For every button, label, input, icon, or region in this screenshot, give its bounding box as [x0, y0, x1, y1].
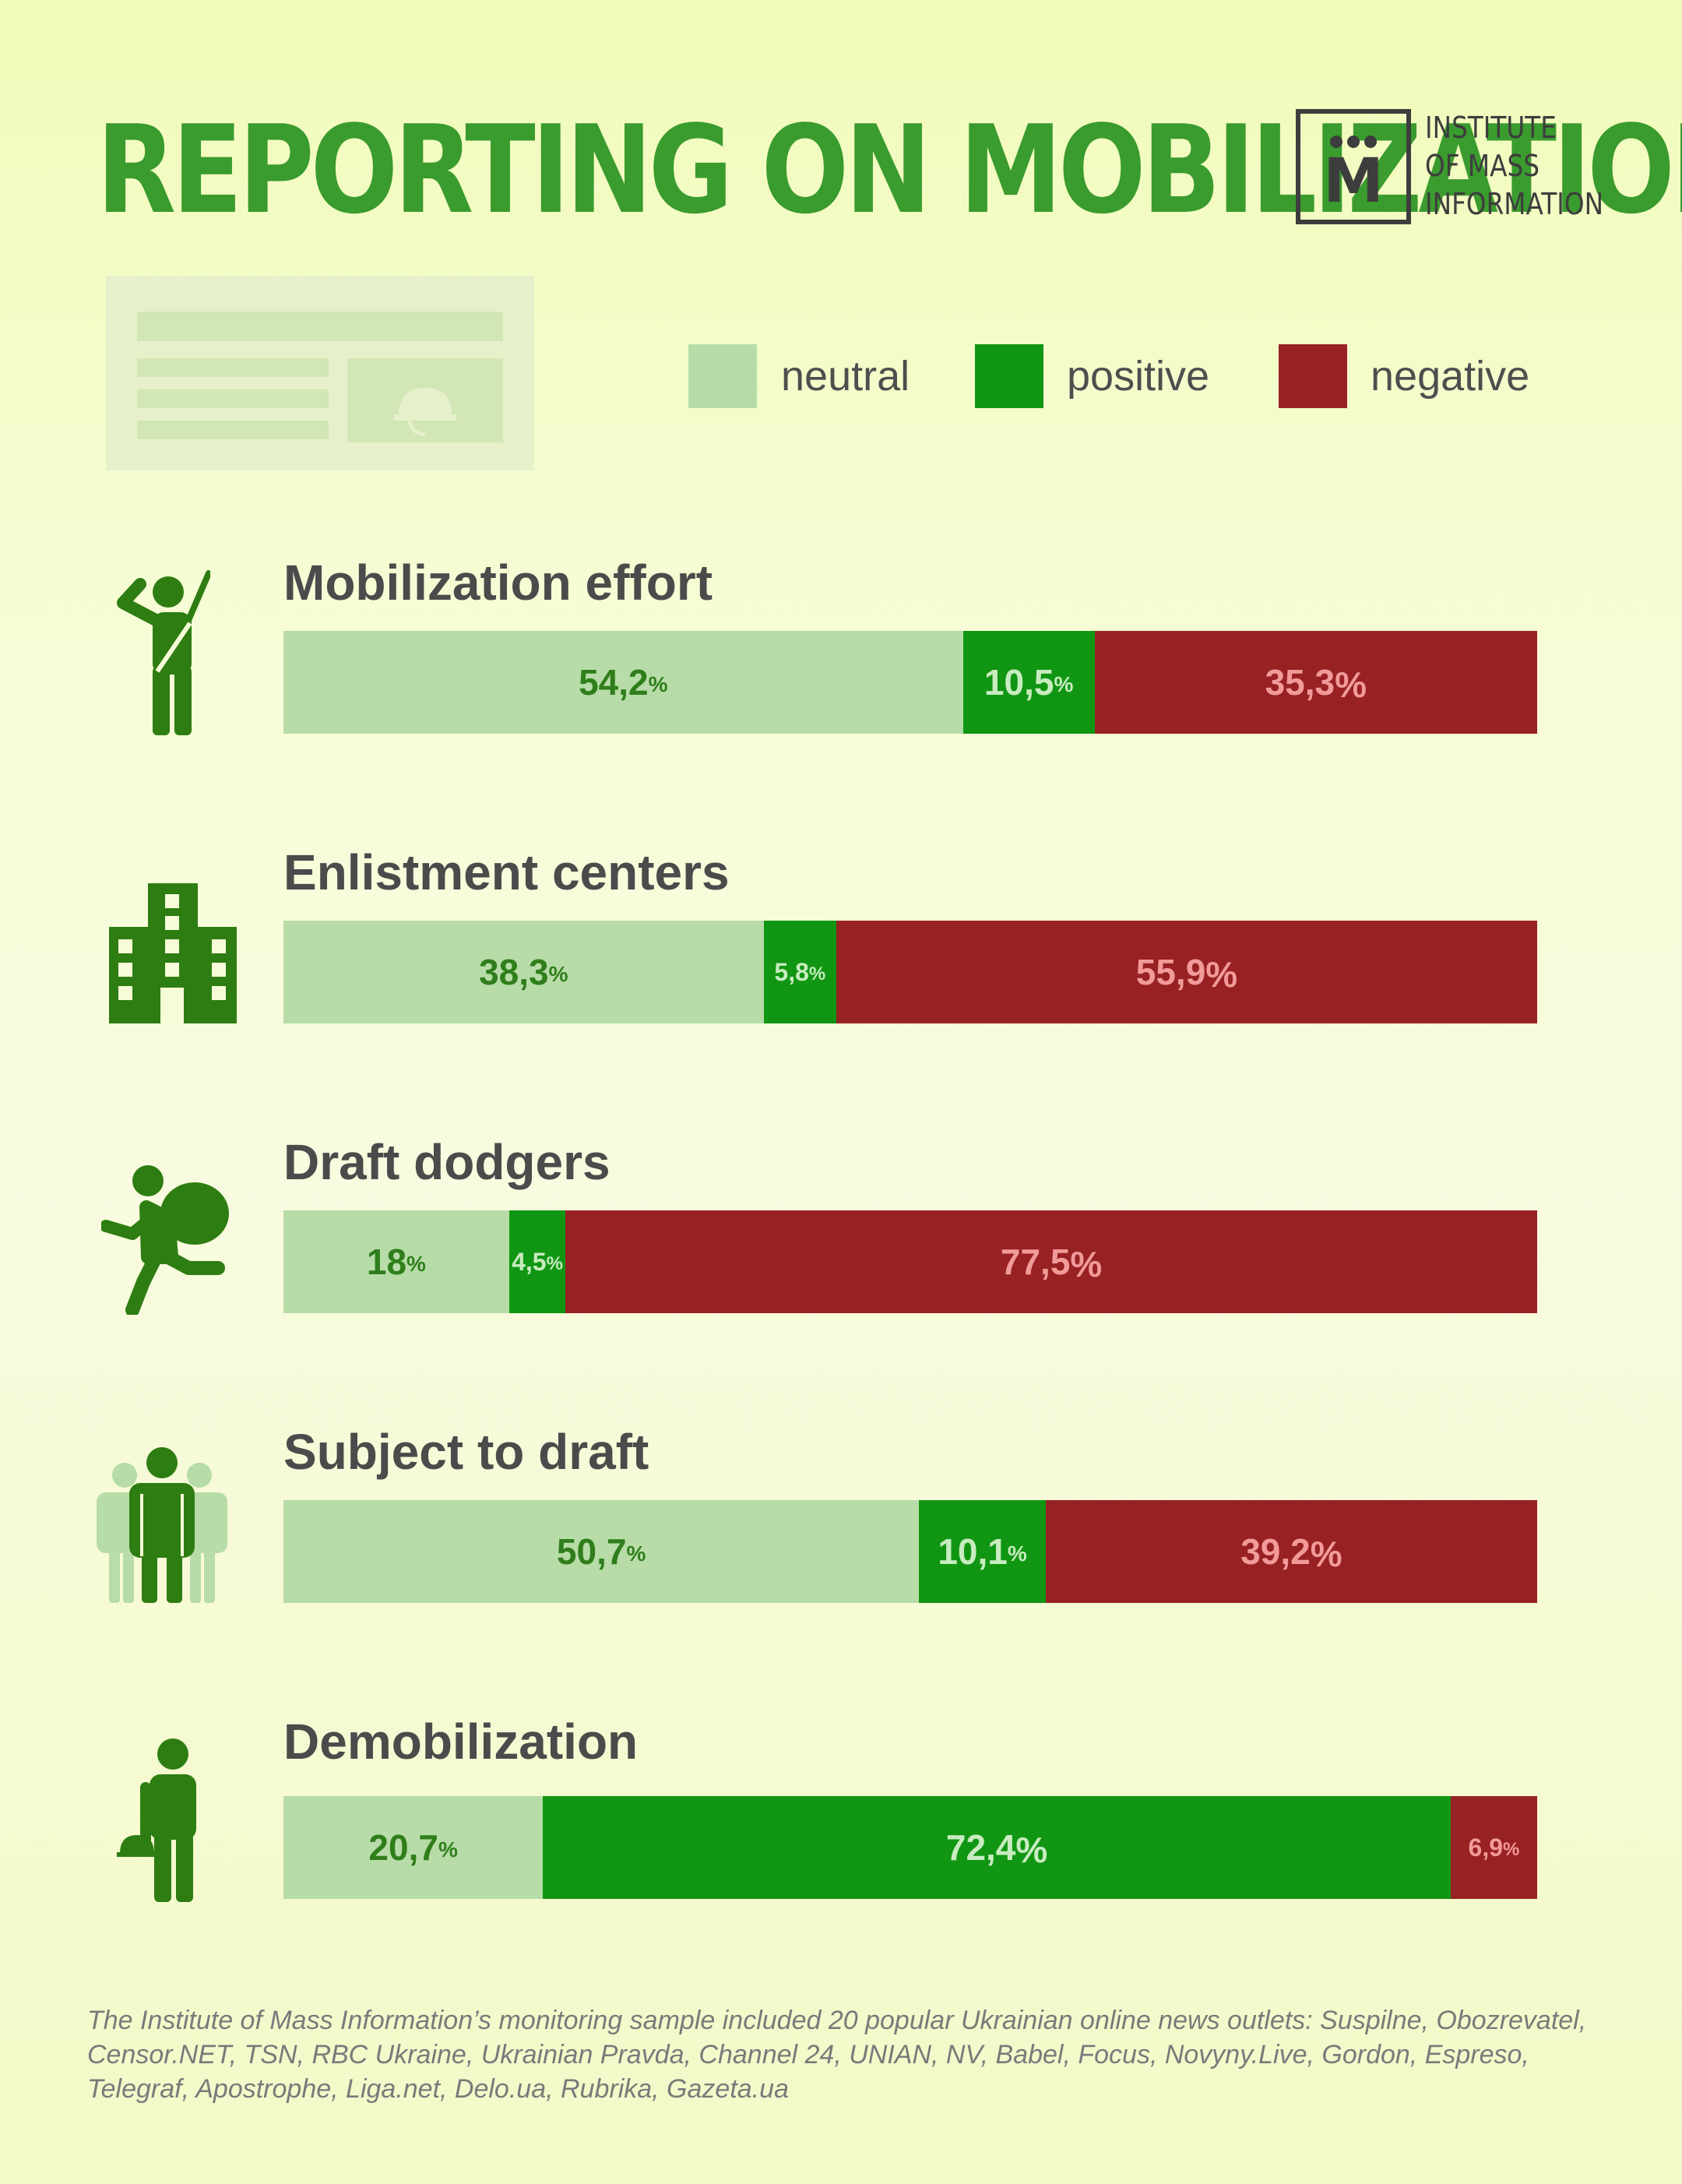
- data-label-value: 10,1: [938, 1531, 1008, 1572]
- saluting-soldier-icon: [117, 570, 210, 735]
- institute-logo: M: [1296, 109, 1411, 224]
- data-label-value: 6,9: [1468, 1833, 1503, 1862]
- data-label-unit: %: [626, 1541, 646, 1566]
- data-label-negative: 6,9%: [1451, 1796, 1537, 1899]
- legend-swatch-negative: [1279, 344, 1347, 408]
- bar-segment-negative: 6,9%: [1450, 1796, 1537, 1899]
- logo-dot: [1330, 136, 1342, 148]
- data-label-unit: %: [1503, 1839, 1520, 1860]
- data-label-value: 4,5: [512, 1247, 547, 1276]
- headline-bar: [137, 312, 503, 341]
- photo-placeholder: [347, 358, 503, 442]
- bar-segment-neutral: 20,7%: [283, 1796, 544, 1899]
- stacked-bar-demobilization: 20,7% 72,4% 6,9%: [283, 1796, 1537, 1899]
- stacked-bar-draft-dodgers: 18% 4,5% 77,5%: [283, 1210, 1537, 1313]
- logo-line: OF MASS: [1425, 149, 1539, 183]
- stacked-bar-enlistment-centers: 38,3% 5,8% 55,9%: [283, 921, 1537, 1023]
- bar-segment-neutral: 18%: [283, 1210, 509, 1313]
- data-label-negative: 55,9%: [836, 921, 1537, 1023]
- helmet-icon: [394, 388, 456, 437]
- data-label-neutral: 18%: [283, 1210, 509, 1313]
- bar-segment-neutral: 38,3%: [283, 921, 764, 1023]
- data-label-value: 72,4: [945, 1827, 1016, 1868]
- data-label-positive: 4,5%: [509, 1210, 565, 1313]
- bar-segment-negative: 35,3%: [1094, 631, 1537, 734]
- data-label-value: 39,2: [1240, 1531, 1311, 1572]
- logo-mark: M: [1323, 146, 1384, 217]
- text-line: [137, 358, 329, 377]
- legend-swatch-positive: [975, 344, 1043, 408]
- text-line: [137, 389, 329, 408]
- category-title: Subject to draft: [283, 1424, 649, 1480]
- category-title: Enlistment centers: [283, 844, 730, 900]
- data-label-neutral: 50,7%: [283, 1500, 919, 1603]
- logo-line: INSTITUTE: [1425, 111, 1557, 145]
- data-label-negative: 77,5%: [565, 1210, 1537, 1313]
- data-label-positive: 5,8%: [764, 921, 836, 1023]
- stacked-bar-mobilization-effort: 54,2% 10,5% 35,3%: [283, 631, 1537, 734]
- bar-segment-positive: 10,5%: [962, 631, 1095, 734]
- bar-segment-negative: 55,9%: [836, 921, 1537, 1023]
- logo-dot: [1347, 136, 1360, 148]
- logo-line: INFORMATION: [1425, 187, 1604, 221]
- bar-segment-negative: 77,5%: [565, 1210, 1537, 1313]
- data-label-value: 77,5: [1000, 1242, 1071, 1282]
- stacked-bar-subject-to-draft: 50,7% 10,1% 39,2%: [283, 1500, 1537, 1603]
- bar-segment-neutral: 54,2%: [283, 631, 963, 734]
- data-label-unit: %: [438, 1837, 458, 1862]
- data-label-unit: %: [648, 672, 668, 696]
- building-icon: [109, 883, 237, 1023]
- data-label-value: 50,7: [556, 1531, 627, 1572]
- legend-swatch-neutral: [688, 344, 757, 408]
- legend-label-positive: positive: [1067, 353, 1210, 400]
- data-label-unit: %: [1310, 1534, 1342, 1574]
- logo-dot: [1364, 136, 1377, 148]
- data-label-positive: 72,4%: [543, 1796, 1451, 1899]
- running-man-with-bag-icon: [101, 1165, 229, 1315]
- data-label-unit: %: [548, 962, 568, 986]
- page-title: REPORTING ON MOBILIZATION: [97, 99, 1682, 241]
- data-label-unit: %: [546, 1253, 563, 1274]
- data-label-negative: 39,2%: [1046, 1500, 1537, 1603]
- bar-segment-neutral: 50,7%: [283, 1500, 920, 1603]
- data-label-negative: 35,3%: [1095, 631, 1537, 734]
- legend-label-neutral: neutral: [781, 353, 910, 400]
- data-label-unit: %: [1335, 664, 1367, 705]
- data-label-unit: %: [1015, 1830, 1048, 1870]
- bar-segment-positive: 4,5%: [508, 1210, 566, 1313]
- news-page-illustration: [106, 276, 534, 470]
- data-label-value: 55,9: [1135, 952, 1206, 992]
- category-title: Mobilization effort: [283, 555, 713, 611]
- bar-segment-positive: 10,1%: [919, 1500, 1046, 1603]
- category-title: Demobilization: [283, 1714, 639, 1770]
- data-label-neutral: 38,3%: [283, 921, 764, 1023]
- text-line: [137, 421, 329, 439]
- man-holding-helmet-icon: [117, 1738, 196, 1902]
- data-label-unit: %: [808, 963, 826, 985]
- data-label-positive: 10,5%: [963, 631, 1095, 734]
- data-label-unit: %: [1007, 1541, 1027, 1566]
- legend-label-negative: negative: [1371, 353, 1530, 400]
- data-label-value: 5,8: [774, 957, 809, 986]
- data-label-neutral: 20,7%: [283, 1796, 543, 1899]
- data-label-unit: %: [1070, 1244, 1103, 1284]
- data-label-value: 10,5: [984, 662, 1054, 703]
- bar-segment-positive: 5,8%: [763, 921, 836, 1023]
- data-label-value: 38,3: [479, 952, 549, 992]
- bar-segment-negative: 39,2%: [1045, 1500, 1537, 1603]
- data-label-unit: %: [1054, 672, 1074, 696]
- bar-segment-positive: 72,4%: [543, 1796, 1451, 1899]
- data-label-unit: %: [1205, 954, 1238, 995]
- data-label-value: 54,2: [579, 662, 649, 703]
- data-label-value: 20,7: [368, 1827, 438, 1868]
- category-title: Draft dodgers: [283, 1134, 611, 1190]
- data-label-value: 35,3: [1265, 662, 1335, 703]
- data-label-positive: 10,1%: [919, 1500, 1046, 1603]
- group-of-people-icon: [97, 1447, 227, 1603]
- data-label-value: 18: [366, 1242, 407, 1282]
- logo-text: INSTITUTE OF MASS INFORMATION: [1425, 109, 1604, 224]
- data-label-neutral: 54,2%: [283, 631, 963, 734]
- footnote: The Institute of Mass Information’s moni…: [87, 2006, 1587, 2104]
- data-label-unit: %: [406, 1252, 426, 1276]
